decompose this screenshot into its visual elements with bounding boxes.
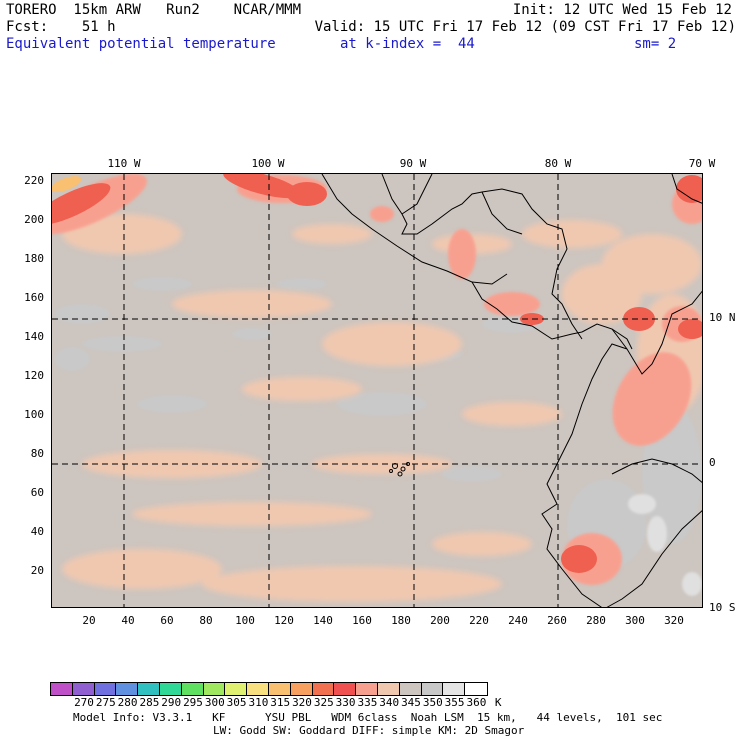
y-tick-label: 160 bbox=[24, 291, 44, 304]
colorbar-label: 280 bbox=[117, 696, 138, 709]
y-tick-label: 60 bbox=[30, 486, 44, 499]
colorbar-label: 295 bbox=[183, 696, 203, 709]
x-tick-label: 100 bbox=[235, 614, 255, 627]
colorbar-swatch bbox=[159, 683, 182, 695]
colorbar-label: 315 bbox=[270, 696, 291, 709]
valid-time: Valid: 15 UTC Fri 17 Feb 12 (09 CST Fri … bbox=[314, 19, 736, 35]
colorbar-swatch bbox=[225, 683, 248, 695]
colorbar-swatch bbox=[268, 683, 291, 695]
colorbar-label: 330 bbox=[335, 696, 356, 709]
y-tick-label: 80 bbox=[30, 447, 44, 460]
colorbar-label: 350 bbox=[422, 696, 443, 709]
y-tick-label: 120 bbox=[24, 369, 44, 382]
forecast-hour: Fcst: 51 h bbox=[6, 19, 116, 35]
lat-label-10s: 10 S bbox=[709, 601, 736, 614]
coastlines bbox=[321, 174, 702, 607]
colorbar-swatch bbox=[334, 683, 357, 695]
colorbar-swatch bbox=[94, 683, 117, 695]
colorbar-swatch bbox=[443, 683, 466, 695]
colorbar-swatch bbox=[203, 683, 226, 695]
model-title: TORERO 15km ARW Run2 NCAR/MMM bbox=[6, 2, 302, 18]
init-time: Init: 12 UTC Wed 15 Feb 12 bbox=[512, 2, 732, 18]
colorbar-swatch bbox=[247, 683, 269, 695]
colorbar-swatch bbox=[116, 683, 139, 695]
colorbar-label: 275 bbox=[95, 696, 116, 709]
y-tick-label: 220 bbox=[24, 174, 44, 187]
lon-label-100w: 100 W bbox=[251, 157, 285, 170]
max-zones bbox=[52, 174, 702, 573]
colorbar bbox=[50, 682, 488, 696]
x-tick-label: 220 bbox=[469, 614, 489, 627]
colorbar-swatch bbox=[51, 683, 73, 695]
lon-label-80w: 80 W bbox=[544, 157, 572, 170]
model-info: Model Info: V3.3.1 KF YSU PBL WDM 6class… bbox=[73, 711, 663, 724]
x-tick-label: 60 bbox=[160, 614, 174, 627]
x-tick-label: 280 bbox=[586, 614, 606, 627]
colorbar-swatch bbox=[465, 683, 487, 695]
colorbar-swatch bbox=[399, 683, 422, 695]
x-tick-label: 200 bbox=[430, 614, 450, 627]
field-name: Equivalent potential temperature bbox=[6, 36, 276, 52]
colorbar-swatch bbox=[312, 683, 335, 695]
lon-label-90w: 90 W bbox=[399, 157, 427, 170]
smoothing-info: sm= 2 bbox=[634, 36, 677, 52]
y-tick-label: 180 bbox=[24, 252, 44, 265]
colorbar-label: 335 bbox=[357, 696, 378, 709]
colorbar-label: 310 bbox=[248, 696, 269, 709]
y-tick-label: 40 bbox=[30, 525, 44, 538]
colorbar-swatch bbox=[421, 683, 444, 695]
colorbar-swatch bbox=[181, 683, 204, 695]
y-tick-label: 200 bbox=[24, 213, 44, 226]
lat-label-10n: 10 N bbox=[709, 311, 736, 324]
x-tick-label: 80 bbox=[199, 614, 213, 627]
x-tick-label: 140 bbox=[313, 614, 333, 627]
colorbar-label: 340 bbox=[379, 696, 400, 709]
x-tick-label: 180 bbox=[391, 614, 411, 627]
x-tick-label: 300 bbox=[625, 614, 645, 627]
colorbar-swatch bbox=[377, 683, 400, 695]
colorbar-label: 355 bbox=[444, 696, 465, 709]
colorbar-label: 360 bbox=[466, 696, 487, 709]
colorbar-swatch bbox=[72, 683, 95, 695]
colorbar-label: 320 bbox=[292, 696, 312, 709]
colorbar-label: 285 bbox=[139, 696, 160, 709]
level-info: at k-index = 44 bbox=[340, 36, 475, 52]
x-tick-label: 320 bbox=[664, 614, 684, 627]
lon-label-110w: 110 W bbox=[107, 157, 141, 170]
map-panel[interactable] bbox=[51, 173, 703, 608]
colorbar-swatch bbox=[138, 683, 160, 695]
x-tick-label: 40 bbox=[121, 614, 135, 627]
x-tick-label: 260 bbox=[547, 614, 567, 627]
y-tick-label: 140 bbox=[24, 330, 44, 343]
physics-info: LW: Godd SW: Goddard DIFF: simple KM: 2D… bbox=[213, 724, 525, 737]
colorbar-label: 290 bbox=[161, 696, 182, 709]
colorbar-label: K bbox=[494, 696, 502, 709]
graticule bbox=[52, 174, 702, 607]
theta-e-field bbox=[52, 174, 702, 607]
lat-label-0: 0 bbox=[709, 456, 716, 469]
colorbar-label: 345 bbox=[401, 696, 421, 709]
x-tick-label: 120 bbox=[274, 614, 294, 627]
colorbar-label: 300 bbox=[204, 696, 225, 709]
colorbar-label: 305 bbox=[226, 696, 247, 709]
x-tick-label: 240 bbox=[508, 614, 528, 627]
colorbar-label: 270 bbox=[74, 696, 94, 709]
colorbar-label: 325 bbox=[313, 696, 334, 709]
x-tick-label: 20 bbox=[82, 614, 96, 627]
lon-label-70w: 70 W bbox=[688, 157, 716, 170]
x-tick-label: 160 bbox=[352, 614, 372, 627]
y-tick-label: 20 bbox=[30, 564, 44, 577]
colorbar-swatch bbox=[290, 683, 313, 695]
y-tick-label: 100 bbox=[24, 408, 44, 421]
colorbar-swatch bbox=[356, 683, 378, 695]
